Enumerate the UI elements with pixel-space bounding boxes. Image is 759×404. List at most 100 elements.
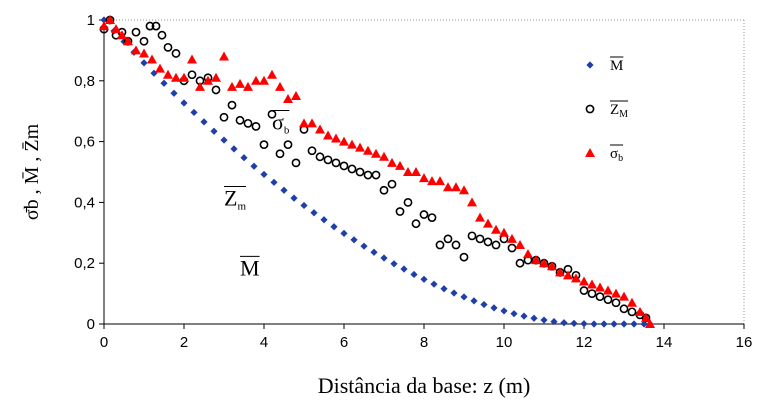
- m-point: [540, 316, 548, 324]
- y-tick-label: 0,8: [74, 73, 95, 90]
- zm-point: [451, 240, 461, 250]
- m-point: [570, 319, 578, 327]
- sigma-point: [579, 276, 589, 286]
- m-point: [220, 136, 228, 144]
- m-point: [200, 118, 208, 126]
- m-point: [600, 320, 608, 328]
- m-point: [410, 270, 418, 279]
- zm-point: [355, 167, 365, 177]
- zm-point: [603, 295, 613, 305]
- m-point: [290, 194, 298, 202]
- m-point: [160, 79, 168, 87]
- sigma-point: [211, 72, 221, 82]
- sigma-point: [195, 81, 205, 91]
- zm-point: [163, 42, 173, 52]
- m-point: [270, 178, 278, 186]
- sigma-point: [283, 94, 293, 104]
- zm-point: [339, 161, 349, 171]
- sigma-point: [635, 306, 645, 316]
- zm-point: [395, 207, 405, 216]
- sigma-point: [219, 51, 229, 61]
- m-point: [170, 89, 178, 97]
- sigma-point: [123, 36, 133, 46]
- m-point: [300, 201, 308, 210]
- sigma-point: [427, 176, 437, 186]
- m-point: [260, 170, 268, 179]
- m-point: [340, 229, 348, 238]
- m-point: [420, 275, 428, 283]
- sigma-point: [611, 288, 621, 298]
- sigma-point: [587, 279, 597, 289]
- m-point: [550, 317, 558, 326]
- zm-point: [145, 21, 155, 31]
- zm-point: [611, 298, 621, 308]
- sigma-point: [491, 224, 501, 234]
- m-point: [460, 293, 468, 301]
- sigma-point: [111, 24, 121, 34]
- sigma-point: [203, 75, 213, 85]
- sigma-point: [403, 167, 413, 176]
- zm-point: [475, 234, 485, 244]
- zm-point: [243, 118, 253, 128]
- sigma-point: [523, 249, 533, 259]
- x-tick-label: 12: [576, 334, 593, 351]
- sigma-point: [507, 233, 517, 243]
- sigma-point: [603, 285, 613, 295]
- sigma-point: [459, 185, 469, 195]
- legend-label: M: [610, 58, 623, 74]
- zm-point: [323, 155, 333, 165]
- y-tick-label: 1: [87, 12, 95, 29]
- m-point: [190, 108, 198, 117]
- m-point: [470, 297, 478, 305]
- sigma-point: [387, 157, 397, 167]
- zm-point: [579, 286, 589, 295]
- sigma-point: [155, 63, 165, 73]
- m-point: [330, 223, 338, 231]
- zm-point: [427, 213, 437, 222]
- legend-label-sub: b: [618, 153, 623, 164]
- sigma-point: [339, 136, 349, 146]
- m-point: [100, 16, 108, 24]
- sigma-point: [227, 81, 237, 91]
- sigma-point: [645, 319, 655, 328]
- sigma-point: [267, 69, 277, 79]
- sigma-point: [379, 151, 389, 161]
- legend-entry: M: [586, 56, 624, 74]
- sigma-point: [243, 81, 253, 91]
- y-tick-label: 0,2: [74, 255, 95, 272]
- legend-marker: [585, 104, 595, 114]
- zm-point: [151, 21, 161, 31]
- m-point: [530, 314, 538, 322]
- m-point: [230, 145, 238, 153]
- annotations: σ b Z m M: [224, 109, 290, 280]
- zm-point: [419, 210, 429, 219]
- zm-point: [467, 231, 477, 241]
- zm-point: [587, 289, 597, 298]
- x-tick-label: 8: [420, 334, 428, 351]
- sigma-point: [363, 145, 373, 155]
- sigma-point: [117, 30, 127, 40]
- m-point: [350, 236, 358, 244]
- zm-point: [627, 307, 637, 317]
- legend-marker: [585, 148, 595, 157]
- m-point: [510, 310, 518, 318]
- zm-point: [259, 140, 269, 150]
- m-point: [310, 209, 318, 217]
- zm-point: [227, 100, 237, 110]
- legend-label-sub: M: [619, 109, 628, 120]
- sigma-point: [443, 182, 453, 192]
- m-point: [400, 265, 408, 273]
- m-point: [520, 312, 528, 320]
- sigma-point: [411, 167, 421, 176]
- x-tick-label: 0: [100, 334, 108, 351]
- m-point: [620, 320, 628, 328]
- sigma-point: [555, 267, 565, 277]
- m-point: [590, 320, 598, 328]
- sigma-point: [595, 282, 605, 292]
- series-layer: [99, 15, 655, 328]
- zm-point: [387, 179, 397, 189]
- m-point: [280, 186, 288, 194]
- zm-point: [275, 149, 285, 159]
- zm-point: [411, 219, 421, 229]
